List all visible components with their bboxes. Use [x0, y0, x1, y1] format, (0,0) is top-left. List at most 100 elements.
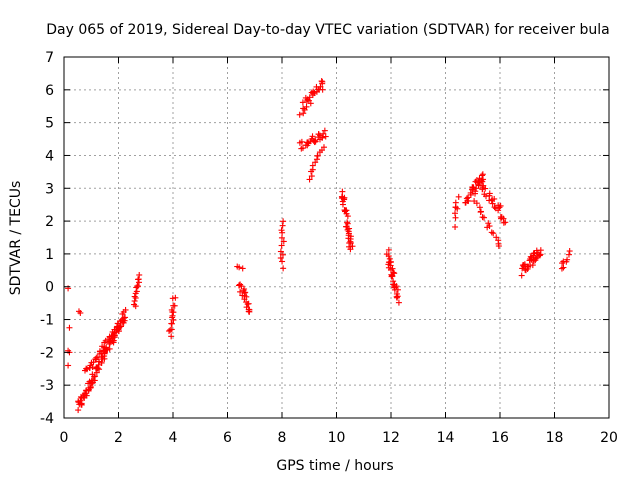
- data-point: [532, 255, 539, 262]
- data-point: [339, 201, 346, 208]
- data-point: [114, 327, 121, 334]
- data-point: [529, 262, 536, 269]
- data-point: [280, 265, 287, 272]
- data-point: [300, 105, 307, 112]
- data-point: [303, 103, 310, 110]
- data-point: [136, 271, 143, 278]
- y-tick-label: 3: [45, 181, 54, 197]
- data-point: [94, 365, 101, 372]
- data-point: [109, 335, 116, 342]
- data-point: [477, 209, 484, 216]
- data-point: [394, 286, 401, 293]
- data-point: [239, 265, 246, 272]
- data-point: [387, 262, 394, 269]
- data-point: [536, 252, 543, 259]
- data-point: [168, 333, 175, 340]
- y-tick-label: -3: [40, 378, 54, 394]
- data-point: [83, 365, 90, 372]
- data-point: [167, 326, 174, 333]
- grid: [64, 57, 609, 418]
- data-point: [86, 364, 93, 371]
- y-tick-label: -2: [40, 345, 54, 361]
- y-tick-label: -4: [40, 411, 54, 427]
- data-point: [455, 193, 462, 200]
- data-point: [321, 127, 328, 134]
- y-tick-label: 0: [45, 280, 54, 296]
- data-point: [452, 199, 459, 206]
- data-point: [451, 210, 458, 217]
- data-point: [106, 345, 113, 352]
- data-point: [237, 288, 244, 295]
- y-tick-label: 6: [45, 83, 54, 99]
- data-point: [278, 242, 285, 249]
- x-tick-label: 4: [169, 430, 178, 446]
- data-point: [389, 265, 396, 272]
- data-point: [94, 354, 101, 361]
- data-point: [246, 308, 253, 315]
- x-tick-label: 18: [546, 430, 564, 446]
- data-point: [467, 191, 474, 198]
- x-axis-label: GPS time / hours: [276, 458, 393, 474]
- data-point: [170, 302, 177, 309]
- data-point: [563, 258, 570, 265]
- data-point: [312, 159, 319, 166]
- data-point: [319, 86, 326, 93]
- data-point: [122, 314, 129, 321]
- data-point: [280, 218, 287, 225]
- data-point: [319, 80, 326, 87]
- data-point: [316, 149, 323, 156]
- y-tick-label: 5: [45, 116, 54, 132]
- data-point: [464, 197, 471, 204]
- data-point: [279, 258, 286, 265]
- data-point: [168, 320, 175, 327]
- data-point: [304, 139, 311, 146]
- x-tick-label: 2: [114, 430, 123, 446]
- data-point: [242, 289, 249, 296]
- data-point: [385, 246, 392, 253]
- data-point: [306, 176, 313, 183]
- data-point: [490, 230, 497, 237]
- y-tick-label: 7: [45, 50, 54, 66]
- data-point: [496, 204, 503, 211]
- data-point: [479, 172, 486, 179]
- data-point: [277, 255, 284, 262]
- data-point: [169, 295, 176, 302]
- x-tick-label: 12: [382, 430, 400, 446]
- data-point: [479, 171, 486, 178]
- data-point: [278, 227, 285, 234]
- data-point: [452, 223, 459, 230]
- data-point: [134, 283, 141, 290]
- data-point: [491, 195, 498, 202]
- data-point: [65, 362, 72, 369]
- data-point: [482, 185, 489, 192]
- data-point: [525, 263, 532, 270]
- data-point: [241, 286, 248, 293]
- y-tick-label: 4: [45, 148, 54, 164]
- data-point: [308, 168, 315, 175]
- data-point: [75, 407, 82, 414]
- data-point: [313, 156, 320, 163]
- data-point: [131, 293, 138, 300]
- data-point: [236, 282, 243, 289]
- data-point: [312, 138, 319, 145]
- data-point: [486, 192, 493, 199]
- data-point: [296, 111, 303, 118]
- data-point: [347, 238, 354, 245]
- data-point: [344, 219, 351, 226]
- data-point: [486, 223, 493, 230]
- data-point: [89, 364, 96, 371]
- data-point: [495, 243, 502, 250]
- data-point: [120, 319, 127, 326]
- data-point: [479, 178, 486, 185]
- data-point: [473, 200, 480, 207]
- data-point: [278, 234, 285, 241]
- y-tick-label: 1: [45, 247, 54, 263]
- data-point: [347, 246, 354, 253]
- data-point: [306, 94, 313, 101]
- data-point: [96, 348, 103, 355]
- plot-frame: [63, 56, 610, 419]
- data-point: [339, 188, 346, 195]
- x-tick-label: 6: [223, 430, 232, 446]
